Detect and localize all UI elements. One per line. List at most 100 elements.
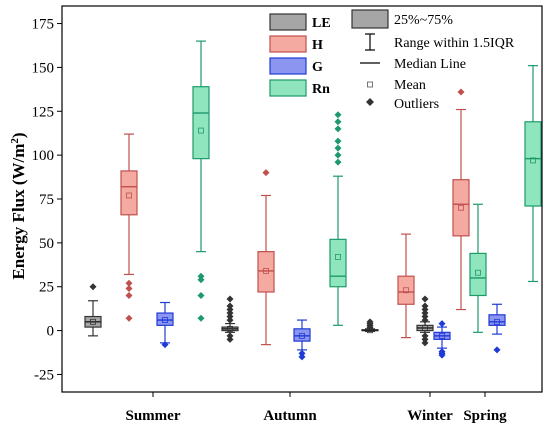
outlier-point bbox=[438, 348, 446, 356]
box-rn-spring bbox=[524, 65, 542, 283]
outlier-point bbox=[262, 169, 270, 177]
box-rn-autumn bbox=[329, 111, 347, 326]
legend-median-label: Median Line bbox=[394, 57, 466, 72]
box-h-summer bbox=[120, 133, 138, 322]
outlier-point bbox=[197, 276, 205, 284]
mean-marker bbox=[263, 268, 269, 274]
iqr-box bbox=[488, 314, 506, 326]
outlier-point bbox=[421, 295, 429, 303]
x-category-label: Spring bbox=[463, 408, 507, 424]
mean-marker bbox=[494, 318, 500, 325]
outlier-point bbox=[334, 111, 342, 119]
mean-marker bbox=[162, 317, 168, 323]
outlier-point bbox=[334, 144, 342, 152]
outlier-point bbox=[226, 313, 234, 321]
box-le-summer bbox=[84, 283, 102, 337]
legend-swatch-le bbox=[269, 13, 307, 31]
y-tick-label: 75 bbox=[39, 192, 54, 208]
box-g-summer bbox=[156, 301, 174, 349]
x-category-label: Autumn bbox=[263, 408, 317, 424]
y-tick-label: 50 bbox=[39, 236, 54, 252]
outlier-point bbox=[298, 349, 306, 357]
outlier-point bbox=[226, 306, 234, 314]
legend-label-le: LE bbox=[312, 16, 331, 31]
legend-outlier-label: Outliers bbox=[394, 97, 439, 112]
iqr-box bbox=[524, 121, 542, 207]
legend-range-label: Range within 1.5IQR bbox=[394, 36, 515, 51]
y-axis-title: Energy Flux (W/m2) bbox=[9, 132, 28, 279]
legend: LE HG Rn 25%~75% Range within 1.5IQR Median L… bbox=[269, 9, 515, 112]
outlier-point bbox=[89, 283, 97, 291]
box-h-spring bbox=[452, 88, 470, 311]
legend-swatch-h bbox=[269, 35, 307, 53]
box-g-autumn bbox=[293, 319, 311, 361]
outlier-point bbox=[421, 309, 429, 317]
mean-marker bbox=[126, 192, 132, 199]
box-g-winter bbox=[433, 320, 451, 359]
outlier-point bbox=[125, 279, 133, 287]
outlier-point bbox=[226, 309, 234, 317]
box-le-winter bbox=[361, 318, 379, 334]
x-category-label: Summer bbox=[126, 408, 181, 424]
legend-label-g: G bbox=[312, 60, 323, 75]
iqr-box bbox=[293, 328, 311, 342]
outlier-point bbox=[438, 320, 446, 328]
legend-label-rn: Rn bbox=[312, 82, 330, 97]
mean-marker bbox=[335, 253, 341, 260]
outlier-point bbox=[334, 118, 342, 126]
mean-marker bbox=[475, 269, 481, 276]
outlier-point bbox=[493, 346, 501, 354]
outlier-point bbox=[125, 284, 133, 292]
mean-marker bbox=[530, 157, 536, 164]
mean-marker bbox=[458, 204, 464, 211]
legend-swatch-g bbox=[269, 57, 307, 75]
outlier-point bbox=[226, 302, 234, 310]
box-rn-winter bbox=[469, 203, 487, 333]
y-tick-label: 125 bbox=[32, 104, 55, 120]
outlier-point bbox=[366, 318, 374, 326]
outlier-point bbox=[421, 302, 429, 310]
axes: -25 0 25 50 75 100 125 150 175 Summer Autumn Winter… bbox=[32, 5, 543, 424]
box-g-spring bbox=[488, 303, 506, 354]
outlier-point bbox=[125, 314, 133, 322]
outlier-point bbox=[226, 335, 234, 343]
legend-outlier-marker bbox=[366, 98, 374, 106]
outlier-point bbox=[421, 316, 429, 324]
iqr-box bbox=[257, 251, 275, 293]
y-tick-label: 0 bbox=[47, 324, 55, 340]
box-h-autumn bbox=[257, 169, 275, 346]
y-tick-label: 150 bbox=[32, 60, 55, 76]
outlier-point bbox=[421, 313, 429, 321]
outlier-point bbox=[457, 88, 465, 96]
outlier-point bbox=[298, 353, 306, 361]
box-le-autumn bbox=[221, 295, 239, 343]
x-category-label: Winter bbox=[407, 408, 453, 424]
plot-area bbox=[84, 40, 542, 361]
legend-swatch-rn bbox=[269, 79, 307, 97]
y-tick-label: 100 bbox=[32, 148, 55, 164]
box-h-winter bbox=[397, 233, 415, 339]
mean-marker bbox=[90, 318, 96, 325]
legend-box-label: 25%~75% bbox=[394, 13, 453, 28]
mean-marker bbox=[198, 127, 204, 134]
outlier-point bbox=[421, 339, 429, 347]
iqr-box bbox=[156, 312, 174, 326]
outlier-point bbox=[226, 332, 234, 340]
legend-mean-label: Mean bbox=[394, 78, 426, 93]
legend-label-h: H bbox=[312, 38, 323, 53]
outlier-point bbox=[334, 151, 342, 159]
mean-marker bbox=[299, 332, 305, 339]
outlier-point bbox=[421, 335, 429, 343]
iqr-box bbox=[192, 86, 210, 160]
outlier-point bbox=[334, 125, 342, 133]
y-tick-label: 25 bbox=[39, 280, 54, 296]
outlier-point bbox=[334, 137, 342, 145]
iqr-box bbox=[452, 179, 470, 237]
outlier-point bbox=[197, 272, 205, 280]
iqr-box bbox=[469, 252, 487, 297]
legend-box-swatch bbox=[351, 9, 389, 29]
mean-marker bbox=[403, 287, 409, 294]
iqr-box bbox=[397, 275, 415, 305]
outlier-point bbox=[226, 316, 234, 324]
